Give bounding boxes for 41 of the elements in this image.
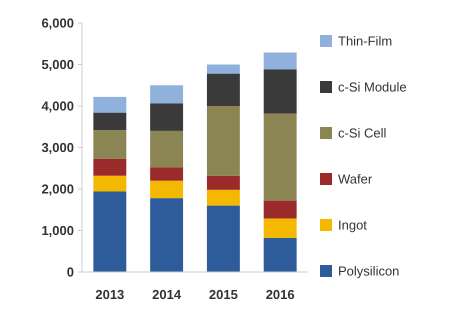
bar <box>206 106 240 176</box>
legend-label: c-Si Module <box>338 80 407 95</box>
bar <box>93 158 126 176</box>
x-tick-label: 2015 <box>208 287 238 302</box>
bar <box>150 104 184 131</box>
x-tick-label: 2013 <box>95 287 124 302</box>
bar <box>206 74 240 106</box>
bar <box>93 191 126 272</box>
y-tick-label: 3,000 <box>41 140 74 156</box>
y-tick-label: 2,000 <box>41 182 74 197</box>
y-tick-label: 0 <box>66 264 74 280</box>
bar <box>264 69 297 114</box>
bar <box>93 112 126 130</box>
bar <box>206 206 240 272</box>
bar <box>264 238 297 272</box>
bar <box>264 113 297 201</box>
bar <box>150 167 184 181</box>
bar <box>206 190 240 206</box>
bar <box>264 218 297 238</box>
bar <box>150 180 184 198</box>
y-tick-label: 5,000 <box>41 57 74 72</box>
bar <box>150 130 184 168</box>
legend-label: c-Si Cell <box>338 126 387 141</box>
bar <box>206 176 240 190</box>
legend-label: Polysilicon <box>338 264 400 279</box>
bar <box>93 96 126 113</box>
legend-label: Wafer <box>338 172 373 187</box>
x-tick-label: 2016 <box>266 287 295 302</box>
bar <box>93 176 126 192</box>
bar <box>150 85 184 104</box>
bar <box>264 200 297 218</box>
y-tick-label: 1,000 <box>41 223 74 238</box>
bar <box>264 52 297 70</box>
x-tick-label: 2014 <box>152 287 182 302</box>
legend-label: Ingot <box>338 218 368 233</box>
y-tick-label: 4,000 <box>41 98 74 114</box>
legend-label: Thin-Film <box>338 34 392 49</box>
y-tick-label: 6,000 <box>41 16 74 31</box>
bar <box>206 64 240 74</box>
bar <box>150 198 184 272</box>
bar <box>93 130 126 159</box>
